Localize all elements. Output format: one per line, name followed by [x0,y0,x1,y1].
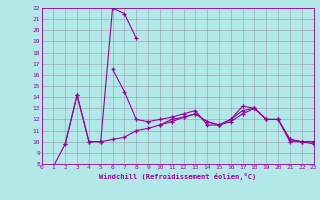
X-axis label: Windchill (Refroidissement éolien,°C): Windchill (Refroidissement éolien,°C) [99,173,256,180]
